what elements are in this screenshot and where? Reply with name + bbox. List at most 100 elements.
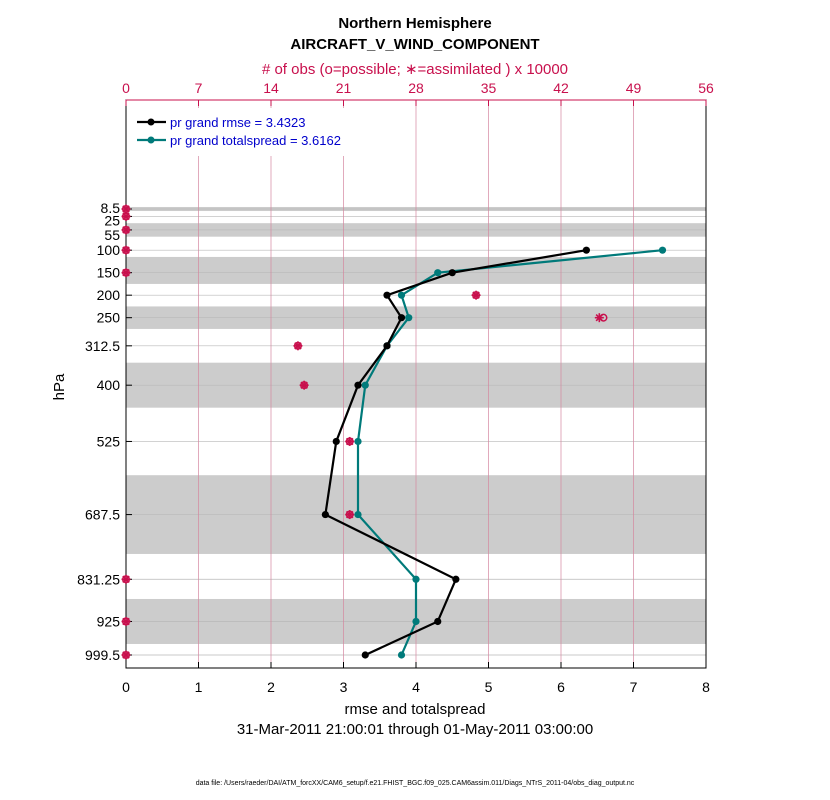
series-point-pr-grand-rmse [354,381,362,389]
y-tick-label: 8.5 [101,200,121,216]
x-tick-label: 6 [557,679,565,695]
obs-assimilated-star-stroke [122,268,130,277]
obs-assimilated-star-stroke [345,437,354,446]
y-tick-label: 999.5 [85,647,120,663]
y-tick-label: 100 [97,242,121,258]
obs-assimilated-star-stroke [595,313,604,322]
grid-lines [126,100,706,668]
series-point-pr-grand-totalspread [658,246,667,254]
obs-assimilated-marker [121,211,131,221]
obs-assimilated-star-stroke [122,205,130,213]
top-tick-label: 28 [408,80,424,96]
obs-assimilated-marker [121,268,131,278]
series-point-pr-grand-rmse [383,342,391,350]
obs-assimilated-star-stroke [122,212,130,221]
x-tick-label: 5 [485,679,493,695]
series-point-pr-grand-totalspread [361,381,369,389]
legend-spread-label: pr grand totalspread = 3.6162 [170,133,341,148]
x-tick-label: 0 [122,679,130,695]
x-axis-label: rmse and totalspread [345,701,486,718]
x-tick-label: 7 [630,679,638,695]
bottom-axis: 0 1 2 3 4 5 6 7 8 [122,662,710,695]
obs-assimilated-star-stroke [345,510,354,519]
series-lines [321,246,667,659]
chart-subtitle: AIRCRAFT_V_WIND_COMPONENT [290,36,539,53]
top-tick-label: 14 [263,80,279,96]
legend-rmse-marker [147,118,155,126]
series-point-pr-grand-rmse [397,314,406,322]
series-point-pr-grand-rmse [434,617,442,626]
series-point-pr-grand-rmse [452,575,460,583]
y-axis-label: hPa [51,373,68,400]
obs-count-markers [121,204,608,660]
obs-assimilated-marker [345,510,355,520]
series-point-pr-grand-rmse [361,651,369,659]
series-point-pr-grand-totalspread [397,651,406,659]
x-tick-label: 2 [267,679,275,695]
top-tick-label: 7 [195,80,203,96]
y-tick-label: 525 [97,433,121,449]
obs-assimilated-star-stroke [122,246,130,254]
series-point-pr-grand-totalspread [434,269,442,277]
series-point-pr-grand-totalspread [412,575,420,583]
obs-assimilated-marker [121,616,131,626]
obs-assimilated-star-stroke [122,651,130,659]
y-tick-label: 150 [97,265,121,281]
y-tick-label: 55 [104,227,120,243]
y-tick-label: 200 [97,287,121,303]
x-tick-label: 1 [195,679,203,695]
obs-assimilated-marker [293,341,303,351]
top-tick-label: 0 [122,80,130,96]
x-tick-label: 3 [340,679,348,695]
series-point-pr-grand-rmse [582,246,590,254]
obs-assimilated-marker [594,313,604,323]
series-point-pr-grand-totalspread [397,291,406,299]
obs-assimilated-star-stroke [300,381,308,389]
x-tick-label: 4 [412,679,420,695]
chart-title: Northern Hemisphere [338,15,491,32]
series-point-pr-grand-totalspread [354,437,362,446]
obs-assimilated-star-stroke [472,291,480,299]
legend: pr grand rmse = 3.4323 pr grand totalspr… [131,108,369,156]
obs-assimilated-star-stroke [122,226,130,234]
data-file-footnote: data file: /Users/raeder/DAI/ATM_forcXX/… [196,780,635,787]
legend-box [131,108,369,156]
legend-rmse-label: pr grand rmse = 3.4323 [170,115,306,130]
y-tick-label: 687.5 [85,507,120,523]
y-tick-label: 250 [97,310,121,326]
top-axis: 0 7 14 21 28 35 42 49 56 [122,80,714,106]
obs-assimilated-marker [345,436,355,446]
series-point-pr-grand-totalspread [405,314,413,322]
series-point-pr-grand-rmse [383,291,391,299]
top-tick-label: 21 [336,80,352,96]
y-tick-label: 25 [104,212,120,228]
obs-assimilated-star-stroke [122,575,130,584]
series-point-pr-grand-rmse [332,437,340,446]
top-tick-label: 49 [626,80,642,96]
top-tick-label: 56 [698,80,714,96]
top-tick-label: 35 [481,80,497,96]
top-tick-label: 42 [553,80,569,96]
series-point-pr-grand-totalspread [412,617,420,626]
y-tick-label: 312.5 [85,338,120,354]
series-point-pr-grand-totalspread [354,510,362,519]
series-point-pr-grand-rmse [448,269,456,277]
obs-assimilated-star-stroke [122,617,130,626]
top-axis-label: # of obs (o=possible; ∗=assimilated ) x … [262,61,568,78]
legend-spread-marker [147,136,155,144]
y-tick-label: 925 [97,613,121,629]
date-range: 31-Mar-2011 21:00:01 through 01-May-2011… [237,721,593,738]
obs-assimilated-marker [121,574,131,584]
y-tick-label: 400 [97,377,121,393]
obs-assimilated-marker [299,380,309,390]
obs-assimilated-marker [121,245,131,255]
obs-assimilated-marker [121,225,131,235]
obs-assimilated-star-stroke [294,342,302,350]
obs-assimilated-marker [471,290,481,300]
x-tick-label: 8 [702,679,710,695]
y-tick-label: 831.25 [77,571,120,587]
series-point-pr-grand-rmse [321,510,329,519]
obs-assimilated-marker [121,650,131,660]
